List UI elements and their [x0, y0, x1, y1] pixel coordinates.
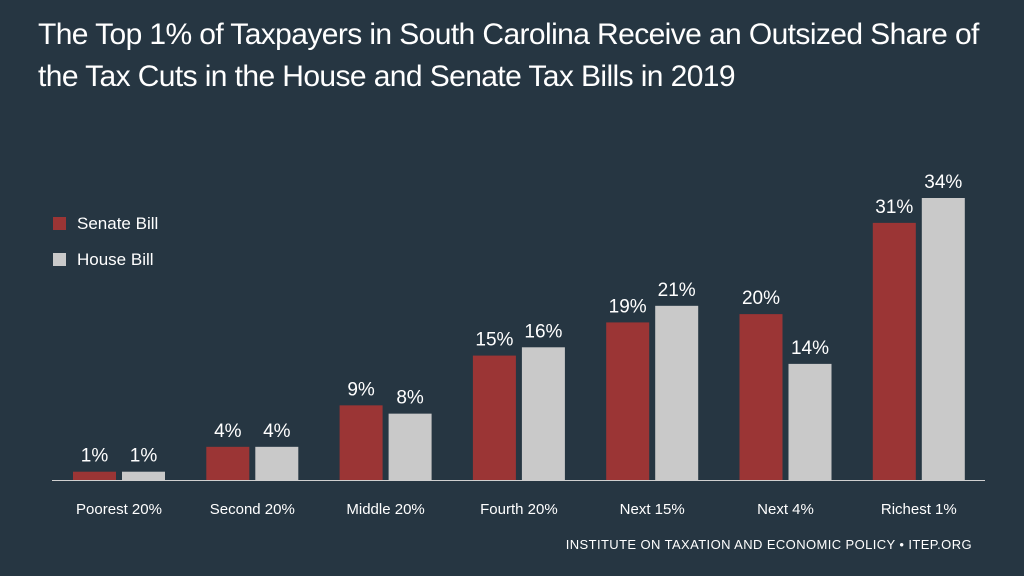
data-label: 15% — [475, 330, 513, 351]
x-tick-label: Poorest 20% — [76, 501, 162, 518]
bar-senate — [606, 322, 650, 480]
legend-label-senate: Senate Bill — [77, 214, 158, 233]
legend-label-house: House Bill — [77, 250, 154, 269]
data-label: 20% — [742, 288, 780, 309]
bar-senate — [206, 446, 250, 480]
data-label: 14% — [791, 338, 829, 359]
data-label: 4% — [214, 421, 242, 442]
data-label: 1% — [130, 446, 158, 467]
bar-house — [122, 471, 165, 480]
data-label: 9% — [347, 379, 375, 400]
data-label: 19% — [609, 296, 647, 317]
bar-house — [255, 446, 299, 480]
chart-title: The Top 1% of Taxpayers in South Carolin… — [38, 18, 979, 93]
data-label: 8% — [396, 388, 424, 409]
data-label: 31% — [875, 197, 913, 218]
data-label: 1% — [81, 446, 109, 467]
bar-house — [521, 347, 565, 480]
x-tick-label: Fourth 20% — [480, 501, 558, 518]
legend-swatch-house — [53, 253, 66, 266]
source-credit: INSTITUTE ON TAXATION AND ECONOMIC POLIC… — [565, 537, 972, 552]
bar-senate — [339, 405, 383, 480]
bar-house — [788, 363, 832, 480]
x-tick-label: Second 20% — [210, 501, 295, 518]
bar-senate — [472, 355, 516, 480]
data-label: 21% — [658, 280, 696, 301]
bar-house — [921, 198, 965, 480]
bar-senate — [73, 471, 116, 480]
bar-house — [655, 305, 699, 480]
legend-swatch-senate — [53, 217, 66, 230]
data-label: 34% — [924, 172, 962, 193]
bar-senate — [739, 314, 783, 480]
data-label: 16% — [524, 321, 562, 342]
x-tick-label: Middle 20% — [346, 501, 424, 518]
data-label: 4% — [263, 421, 291, 442]
bar-house — [388, 413, 432, 480]
x-tick-label: Next 15% — [620, 501, 685, 518]
x-tick-label: Next 4% — [757, 501, 814, 518]
x-tick-label: Richest 1% — [881, 501, 957, 518]
bar-senate — [872, 222, 916, 480]
